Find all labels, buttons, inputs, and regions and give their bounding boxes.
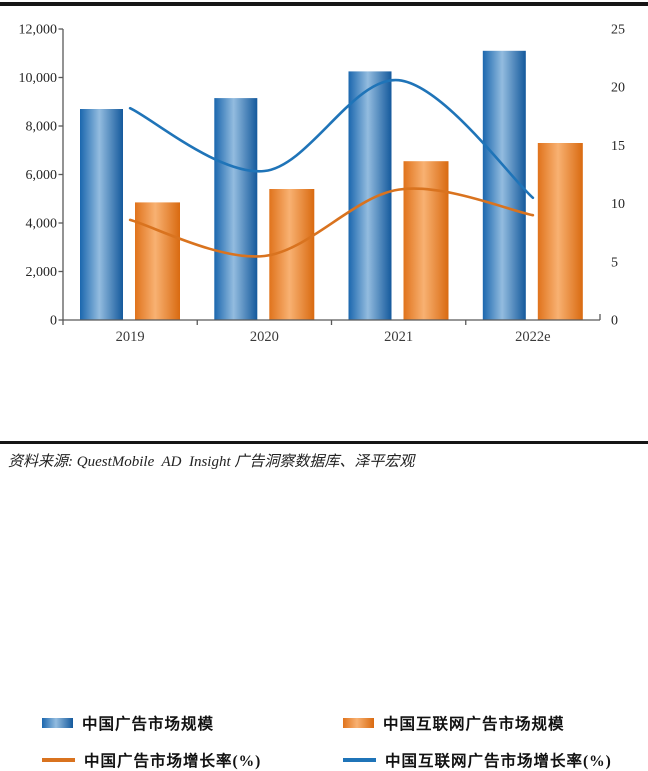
orange-bar-swatch: [343, 718, 374, 728]
legend-item-ad-market-growth-rate: 中国广告市场增长率(%): [42, 749, 261, 771]
right-axis-label: 25: [611, 23, 625, 38]
top-divider: [0, 2, 648, 6]
left-axis-label: 12,000: [19, 23, 58, 38]
source-divider: [0, 441, 648, 444]
right-axis-label: 15: [611, 139, 625, 154]
bar-series0-2022e: [482, 50, 526, 321]
source-note: 资料来源: QuestMobile AD Insight 广告洞察数据库、泽平宏…: [8, 454, 415, 470]
chart-legend: 中国广告市场规模 中国互联网广告市场规模 中国广告市场增长率(%) 中国互联网广…: [0, 352, 648, 770]
orange-line-swatch: [42, 758, 75, 762]
legend-item-internet-ad-growth-rate: 中国互联网广告市场增长率(%): [343, 749, 612, 771]
x-axis-category-label: 2021: [384, 329, 413, 345]
bar-series1-2019: [135, 202, 180, 320]
x-axis-category-label: 2022e: [515, 329, 550, 345]
left-axis-label: 0: [50, 314, 57, 329]
bar-series0-2019: [80, 109, 123, 320]
x-axis-category-label: 2019: [116, 329, 145, 345]
right-axis-label: 5: [611, 255, 618, 270]
bar-series0-2021: [348, 71, 392, 321]
x-axis-category-label: 2020: [250, 329, 279, 345]
legend-item-ad-market-size: 中国广告市场规模: [42, 712, 214, 734]
right-axis-label: 0: [611, 314, 618, 329]
blue-line-swatch: [343, 758, 376, 762]
blue-bar-swatch: [42, 718, 73, 728]
chart-canvas: 12,000 10,000 8,000 6,000 4,000 2,000 0 25 20 15 1…: [19, 23, 626, 346]
bar-series0-2020: [214, 98, 258, 320]
left-axis-label: 2,000: [26, 265, 58, 280]
legend-label: 中国广告市场规模: [82, 716, 215, 733]
legend-label: 中国互联网广告市场增长率(%): [385, 753, 612, 770]
left-axis-label: 6,000: [26, 168, 58, 183]
left-axis-label: 10,000: [19, 71, 58, 86]
growth-line-series1: [128, 78, 535, 200]
left-axis-label: 8,000: [26, 120, 58, 135]
right-axis-label: 20: [611, 81, 625, 96]
bar-series1-2021: [403, 161, 449, 320]
bar-series1-2022e: [537, 143, 583, 320]
legend-label: 中国互联网广告市场规模: [383, 716, 565, 733]
legend-item-internet-ad-market-size: 中国互联网广告市场规模: [343, 712, 565, 734]
combo-chart: 12,000 10,000 8,000 6,000 4,000 2,000 0 25 20 15 1…: [0, 0, 648, 350]
growth-line-series0: [128, 187, 535, 258]
legend-label: 中国广告市场增长率(%): [84, 753, 262, 770]
left-axis-label: 4,000: [26, 217, 58, 232]
right-axis-label: 10: [611, 197, 625, 212]
